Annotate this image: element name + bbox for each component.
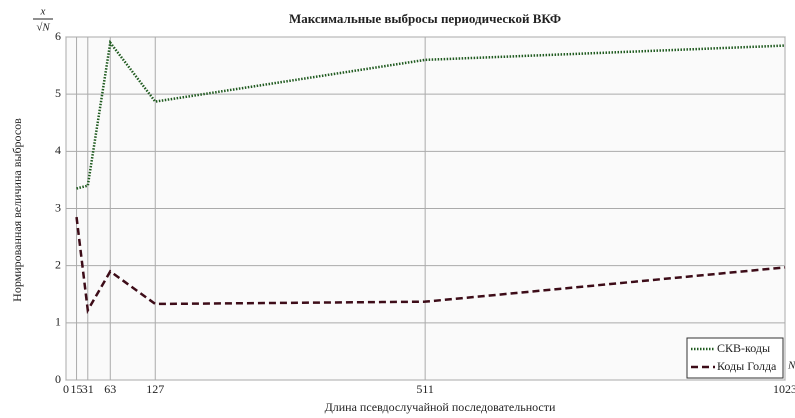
- y-tick-label: 6: [55, 29, 61, 43]
- x-tick-label: 15: [71, 382, 83, 396]
- y-tick-label: 1: [55, 315, 61, 329]
- y-unit-numerator: x: [40, 6, 46, 18]
- series-line: [75, 216, 786, 315]
- y-unit-denominator: √N: [36, 22, 50, 34]
- legend-box: [686, 337, 784, 379]
- y-tick-label: 3: [55, 200, 61, 214]
- x-tick-label: 1023: [773, 382, 795, 396]
- y-tick-label: 0: [55, 372, 61, 386]
- x-unit: N: [787, 360, 795, 372]
- x-tick-label: 0: [63, 382, 69, 396]
- y-tick-label: 4: [55, 143, 61, 157]
- x-tick-label: 63: [104, 382, 116, 396]
- x-tick-label: 511: [416, 382, 434, 396]
- x-tick-label: 31: [82, 382, 94, 396]
- x-axis-label: Длина псевдослучайной последовательности: [325, 400, 556, 414]
- y-axis-label: Нормированная величина выбросов: [10, 118, 24, 302]
- chart-title: Максимальные выбросы периодической ВКФ: [289, 11, 561, 26]
- legend-label: Коды Голда: [717, 359, 777, 373]
- x-tick-label: 127: [146, 382, 164, 396]
- series-line: [76, 39, 786, 190]
- legend-label: СКВ-коды: [717, 341, 770, 355]
- y-tick-label: 2: [55, 257, 61, 271]
- y-tick-label: 5: [55, 86, 61, 100]
